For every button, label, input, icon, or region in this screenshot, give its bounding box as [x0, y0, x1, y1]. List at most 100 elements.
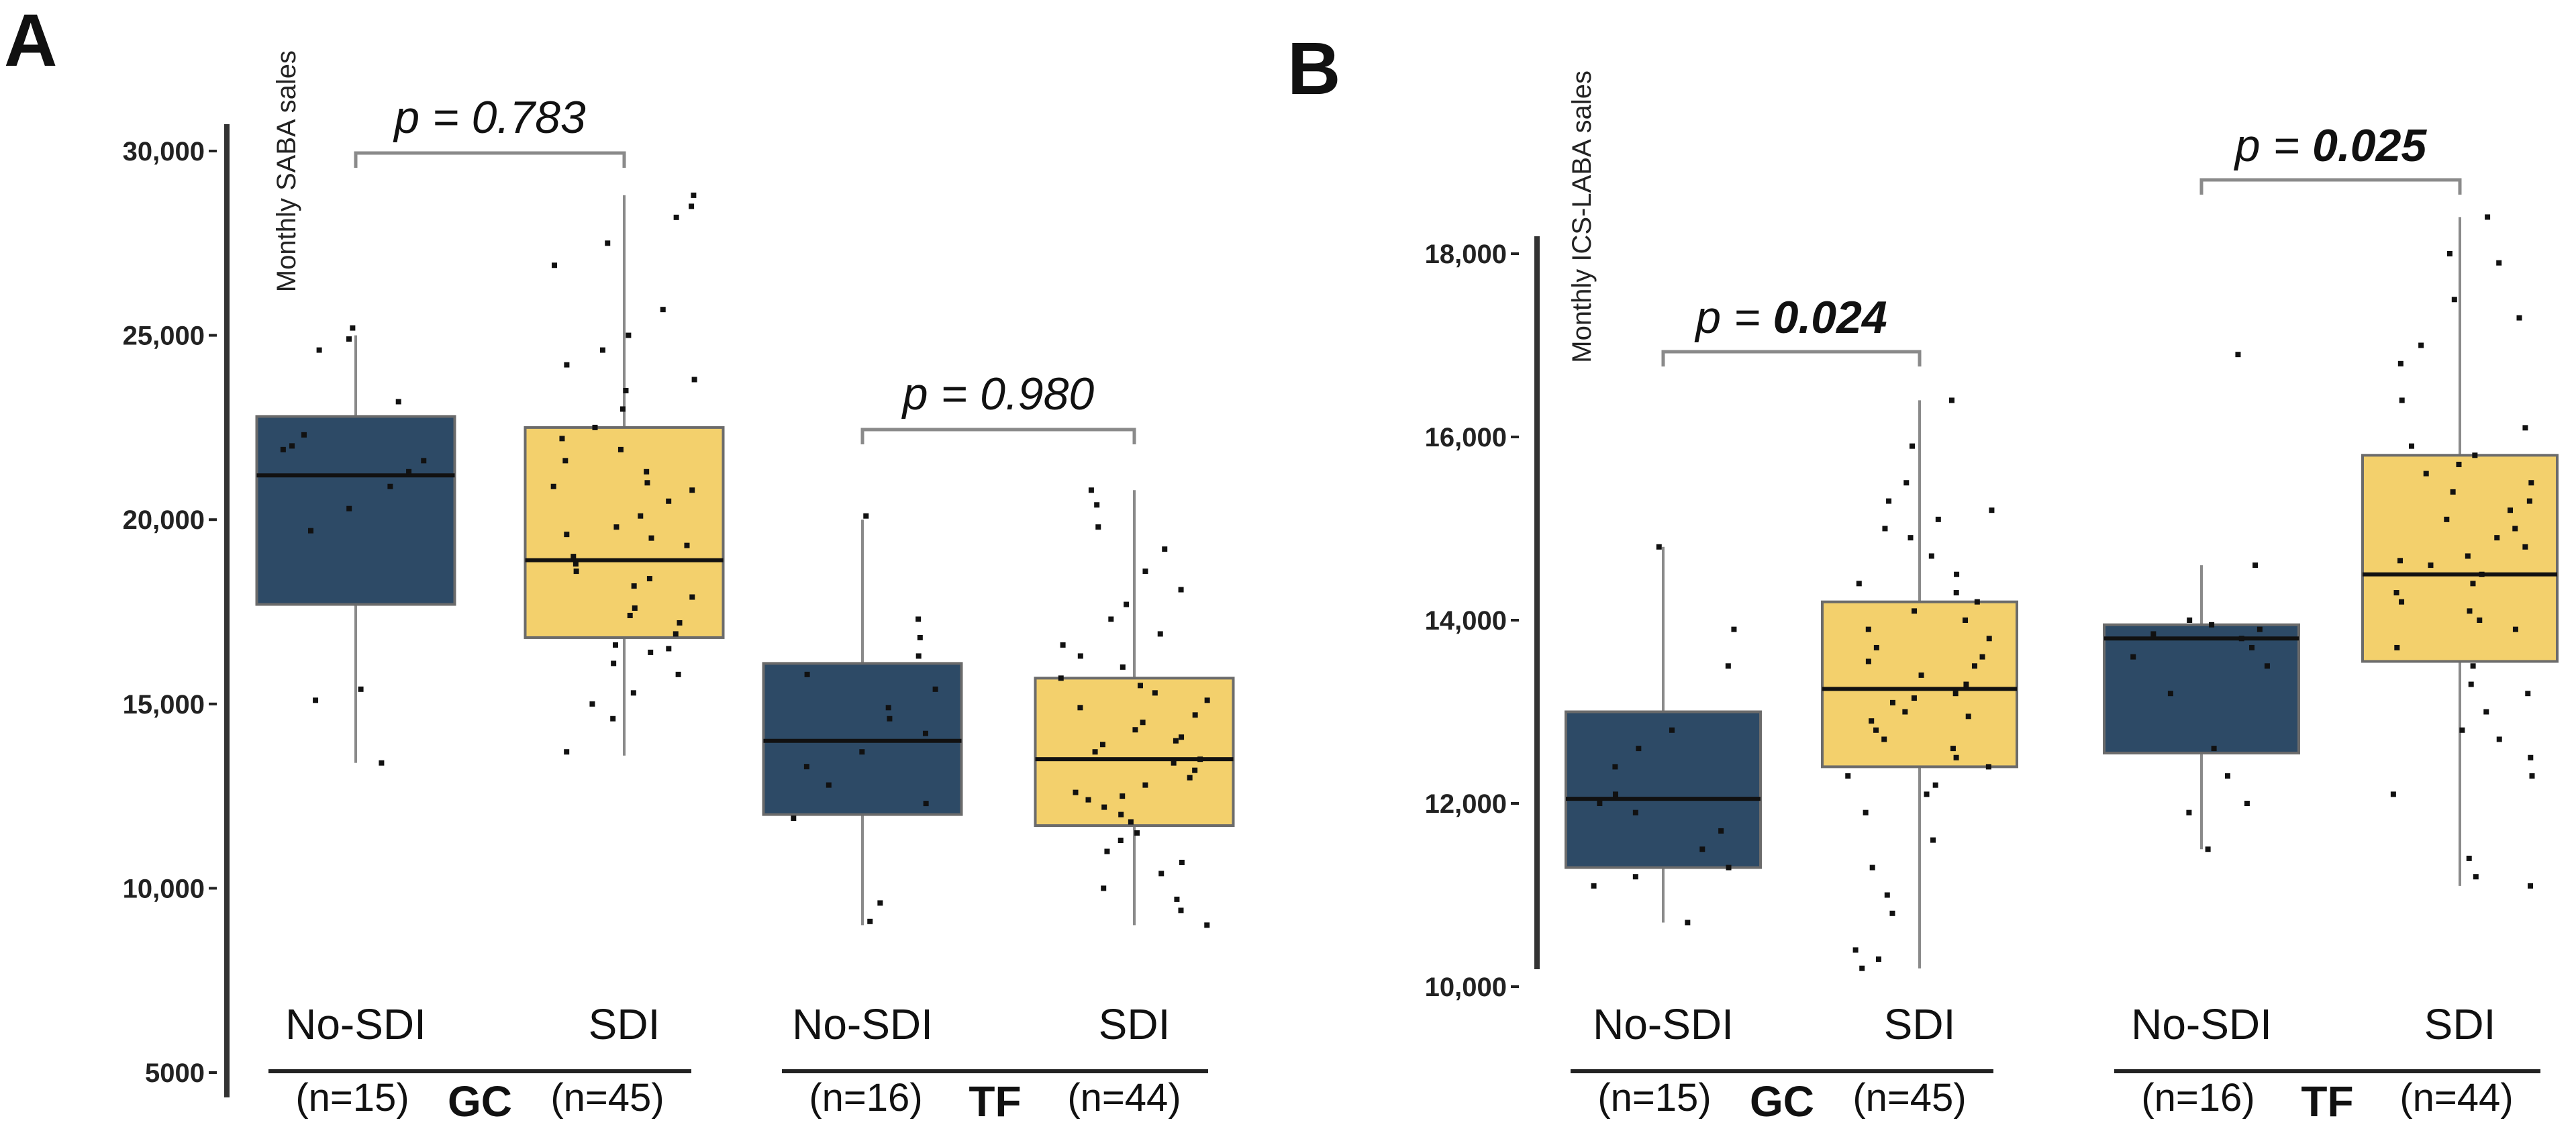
data-point	[1932, 782, 1938, 788]
group-label: TF	[2301, 1077, 2353, 1126]
data-point	[1204, 922, 1210, 928]
data-point	[1162, 546, 1168, 552]
data-point	[673, 214, 679, 220]
data-point	[280, 446, 286, 452]
data-point	[2446, 251, 2453, 256]
data-point	[613, 524, 620, 530]
data-point	[2496, 260, 2502, 266]
data-point	[592, 424, 598, 430]
data-point	[1863, 809, 1869, 816]
data-point	[2450, 489, 2456, 495]
data-point	[1989, 507, 1995, 513]
data-point	[1118, 838, 1124, 844]
data-point	[1908, 535, 1914, 541]
data-point	[1889, 699, 1895, 705]
data-point	[2394, 644, 2400, 650]
n-label: (n=16)	[2141, 1076, 2255, 1120]
box-iqr	[1565, 710, 1762, 869]
x-category-label: No-SDI	[285, 1000, 426, 1048]
data-point	[689, 203, 695, 209]
data-point	[691, 192, 697, 198]
data-point	[1204, 697, 1210, 703]
data-point	[2473, 874, 2479, 880]
data-point	[2528, 480, 2534, 486]
y-tick-label: 16,000	[1425, 423, 1507, 452]
x-category-label: SDI	[2424, 1000, 2496, 1048]
data-point	[804, 671, 810, 677]
data-point	[1124, 601, 1130, 607]
data-point	[2409, 443, 2415, 449]
data-point	[2526, 498, 2532, 504]
data-point	[677, 620, 683, 626]
p-value-prefix: p =	[1694, 292, 1773, 343]
data-point	[684, 542, 690, 548]
data-point	[2393, 590, 2399, 596]
data-point	[1852, 947, 1859, 953]
data-point	[1865, 626, 1871, 632]
data-point	[1685, 920, 1691, 926]
y-tick-label: 18,000	[1425, 240, 1507, 269]
data-point	[1718, 828, 1724, 834]
data-point	[2470, 581, 2476, 587]
data-point	[2512, 526, 2518, 532]
data-point	[358, 686, 364, 692]
data-point	[1104, 848, 1110, 854]
data-point	[1953, 754, 1959, 760]
data-point	[564, 362, 570, 368]
data-point	[1140, 720, 1146, 726]
data-point	[1731, 626, 1737, 632]
data-point	[1884, 892, 1890, 898]
data-point	[1902, 709, 1908, 715]
data-point	[589, 701, 595, 707]
data-point	[2512, 626, 2518, 632]
data-point	[2508, 507, 2514, 513]
data-point	[1101, 804, 1107, 810]
data-point	[932, 686, 938, 692]
data-point	[1060, 642, 1066, 648]
box-iqr	[255, 415, 456, 606]
data-point	[308, 528, 314, 534]
data-point	[1869, 718, 1875, 724]
data-point	[421, 458, 427, 464]
panel-label: B	[1287, 28, 1340, 110]
data-point	[2418, 342, 2424, 348]
panel-a: A 5000 10,000 15,000 20,000 25,000 30,000 Month…	[4, 0, 1235, 1126]
data-point	[1725, 663, 1731, 669]
x-category-label: No-SDI	[2131, 1000, 2272, 1048]
data-point	[631, 583, 637, 589]
data-point	[2456, 461, 2462, 467]
data-point	[644, 468, 650, 475]
data-point	[1101, 885, 1107, 891]
data-point	[1073, 789, 1079, 795]
y-tick-label: 14,000	[1425, 606, 1507, 636]
data-point	[917, 634, 923, 640]
data-point	[617, 446, 624, 452]
data-point	[2479, 571, 2485, 577]
significance-bracket	[1661, 350, 1922, 366]
data-point	[1591, 883, 1597, 889]
data-point	[1889, 910, 1895, 916]
data-point	[1094, 502, 1100, 508]
data-point	[346, 505, 352, 511]
data-point	[2472, 452, 2478, 458]
data-point	[1869, 865, 1875, 871]
data-point	[612, 642, 618, 648]
data-point	[1963, 618, 1969, 623]
significance-bracket	[2199, 178, 2462, 195]
data-point	[1178, 587, 1184, 593]
data-point	[2528, 754, 2534, 760]
data-point	[1911, 695, 1917, 701]
data-point	[923, 801, 929, 807]
data-point	[1912, 608, 1918, 614]
data-point	[2525, 691, 2531, 697]
data-point	[691, 377, 697, 383]
data-point	[1142, 569, 1148, 575]
data-point	[1118, 811, 1124, 818]
n-label: (n=15)	[295, 1076, 409, 1120]
data-point	[1971, 663, 1977, 669]
data-point	[2423, 471, 2429, 477]
p-value-label: p = 0.980	[901, 368, 1095, 420]
data-point	[1882, 526, 1888, 532]
data-point	[1935, 516, 1941, 522]
data-point	[2150, 631, 2157, 637]
